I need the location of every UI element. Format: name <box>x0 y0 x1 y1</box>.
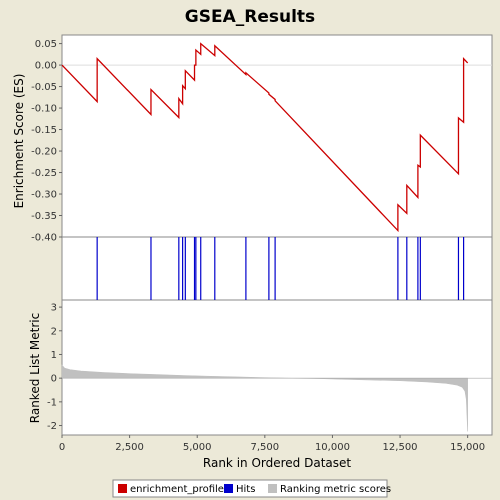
es-y-tick-label: -0.10 <box>31 104 57 115</box>
metric-layer <box>61 364 492 432</box>
legend-swatch-hits <box>224 484 233 493</box>
metric-y-tick-label: 3 <box>51 303 57 314</box>
metric-y-tick-label: -1 <box>47 397 57 408</box>
es-y-tick-label: -0.05 <box>31 82 57 93</box>
es-y-tick-label: -0.15 <box>31 125 57 136</box>
hits-panel <box>61 236 493 301</box>
x-tick-label: 0 <box>59 442 65 453</box>
metric-y-tick-label: -2 <box>47 421 57 432</box>
x-tick-label: 12,500 <box>383 442 418 453</box>
es-y-tick-label: -0.30 <box>31 190 57 201</box>
metric-y-tick-label: 1 <box>51 350 57 361</box>
es-y-tick-label: -0.40 <box>31 233 57 244</box>
es-y-tick-label: 0.05 <box>35 39 57 50</box>
metric-y-axis-label: Ranked List Metric <box>28 313 42 423</box>
x-tick-label: 2,500 <box>115 442 144 453</box>
metric-y-tick-label: 2 <box>51 326 57 337</box>
chart-title: GSEA_Results <box>185 7 315 27</box>
metric-panel <box>61 299 493 436</box>
axes-layer: 0.05 0.00 -0.05 -0.10 -0.15 -0.20 -0.25 -0.30 -0… <box>31 39 485 453</box>
es-y-tick-label: -0.25 <box>31 168 57 179</box>
x-tick-label: 5,000 <box>183 442 212 453</box>
legend-swatch-ranking-metric <box>268 484 277 493</box>
legend-box <box>112 479 388 498</box>
legend-label-ranking-metric: Ranking metric scores <box>280 484 391 495</box>
legend: enrichment_profile Hits Ranking metric s… <box>112 479 391 498</box>
es-y-tick-label: 0.00 <box>35 61 57 72</box>
hits-layer <box>96 237 465 300</box>
es-y-tick-label: -0.35 <box>31 211 57 222</box>
legend-label-enrichment-profile: enrichment_profile <box>130 484 224 495</box>
series-line-enrichment_profile <box>61 42 469 233</box>
x-tick-label: 15,000 <box>450 442 485 453</box>
metric-y-tick-label: 0 <box>51 374 57 385</box>
legend-label-hits: Hits <box>236 484 255 495</box>
es-y-axis-label: Enrichment Score (ES) <box>12 74 26 209</box>
es-y-tick-label: -0.20 <box>31 147 57 158</box>
x-axis-label: Rank in Ordered Dataset <box>203 456 351 470</box>
x-tick-label: 7,500 <box>251 442 280 453</box>
es-layer <box>61 42 492 233</box>
x-tick-label: 10,000 <box>315 442 350 453</box>
legend-swatch-enrichment-profile <box>118 484 127 493</box>
